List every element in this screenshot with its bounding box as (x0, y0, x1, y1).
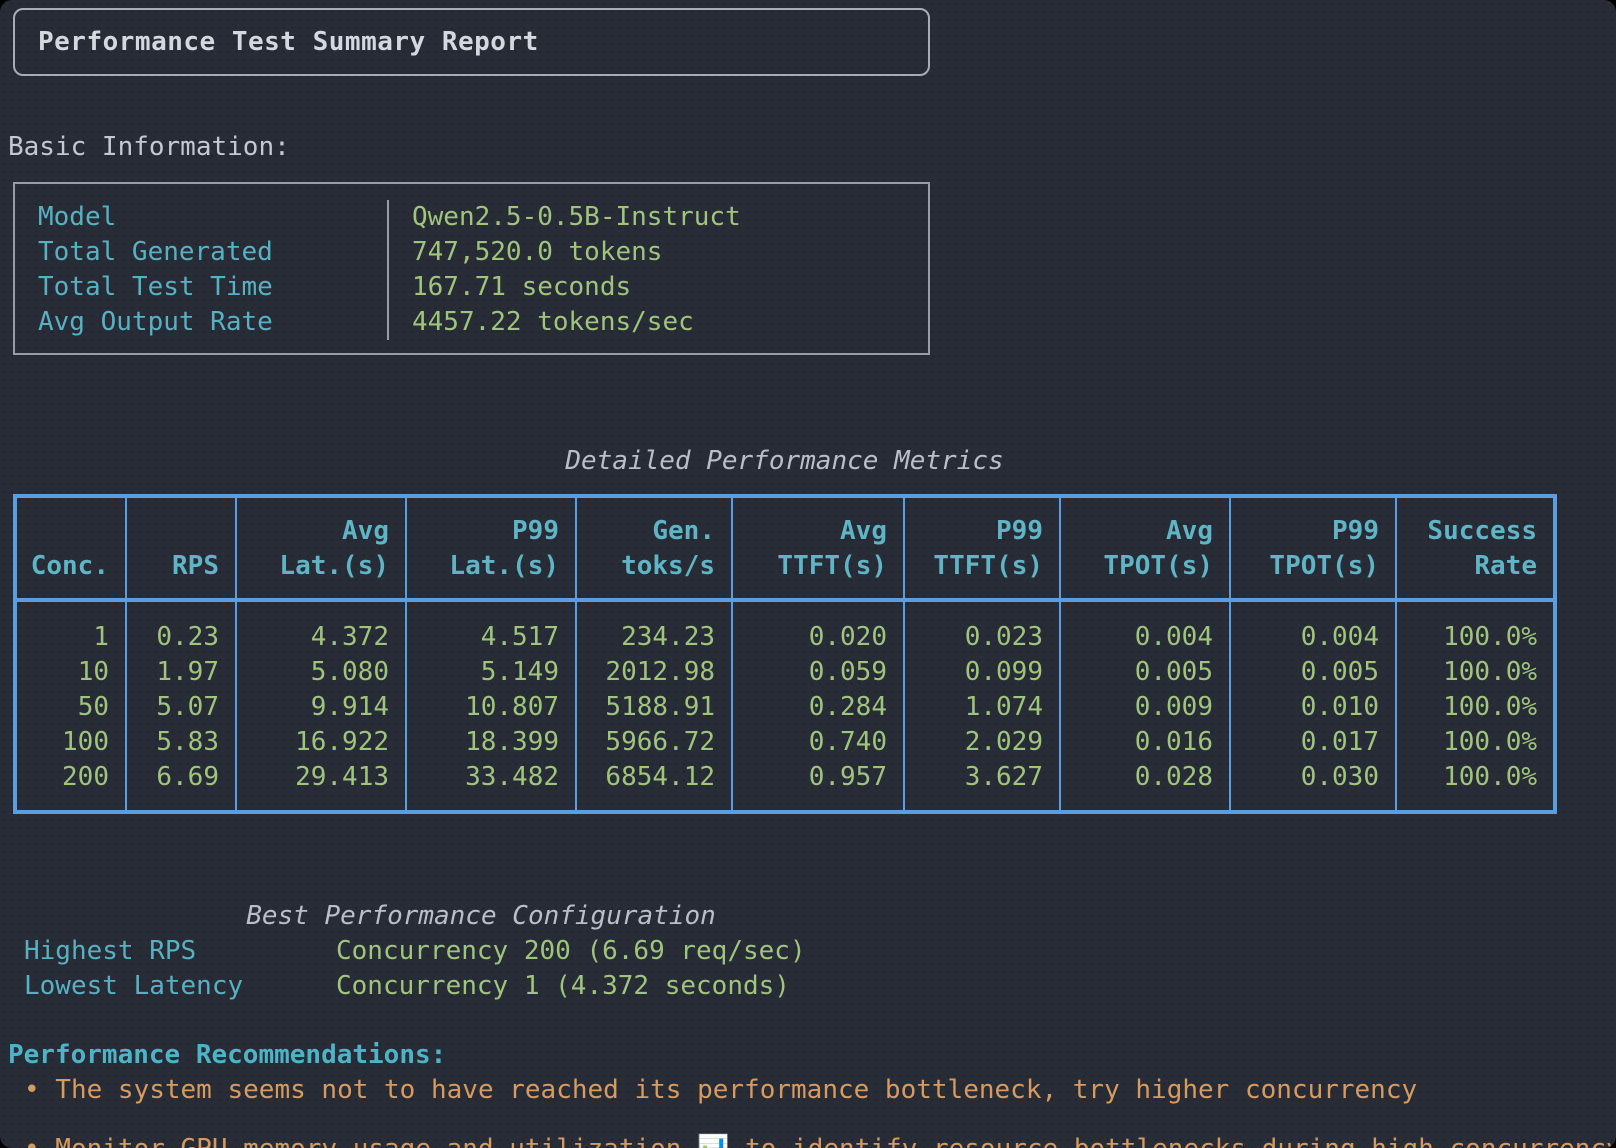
basic-info-row: Total Generated 747,520.0 tokens (15, 235, 928, 270)
recommendations-heading: Performance Recommendations: (8, 1040, 447, 1070)
metrics-data-cell: 50 (77, 692, 109, 722)
metrics-data-cell: 5.07 (125, 690, 236, 725)
basic-info-value: Qwen2.5-0.5B-Instruct (387, 200, 928, 235)
metrics-data-cell: 2012.98 (575, 655, 732, 690)
metrics-data-row: 10 1.97 5.080 5.149 2012.98 0.059 0.099 0.005 0.… (15, 655, 1555, 690)
metrics-data-cell: 1.97 (125, 655, 236, 690)
metrics-data-cell: 16.922 (235, 725, 406, 760)
metrics-data-cell: 0.005 (1229, 655, 1396, 690)
metrics-data-cell: 5966.72 (575, 725, 732, 760)
metrics-data-row: 1 0.23 4.372 4.517 234.23 0.020 0.023 0.004 0.00… (15, 600, 1555, 655)
basic-info-label: Model (38, 202, 117, 232)
metrics-header-cell: P99 TPOT(s) (1229, 496, 1396, 602)
metrics-data-cell: 100.0% (1395, 760, 1555, 812)
metrics-data-cell: 5.83 (125, 725, 236, 760)
report-title: Performance Test Summary Report (38, 27, 539, 57)
metrics-header-cell: Gen. toks/s (575, 496, 732, 602)
metrics-data-cell: 0.030 (1229, 760, 1396, 812)
metrics-data-cell: 18.399 (405, 725, 576, 760)
metrics-data-cell: 5.080 (235, 655, 406, 690)
basic-info-value: 167.71 seconds (387, 270, 928, 305)
metrics-header-cell: Avg TTFT(s) (731, 496, 904, 602)
metrics-data-cell: 6.69 (125, 760, 236, 812)
basic-info-label: Avg Output Rate (38, 307, 273, 337)
basic-info-row: Model Qwen2.5-0.5B-Instruct (15, 200, 928, 235)
metrics-data-cell: 1.074 (903, 690, 1060, 725)
best-config-row-highest-rps: Highest RPS Concurrency 200 (6.69 req/se… (0, 934, 1000, 969)
basic-info-row: Avg Output Rate 4457.22 tokens/sec (15, 305, 928, 340)
metrics-data-cell: 4.372 (235, 600, 406, 655)
metrics-data-cell: 100.0% (1395, 655, 1555, 690)
metrics-data-cell: 10.807 (405, 690, 576, 725)
metrics-data-cell: 0.059 (731, 655, 904, 690)
basic-info-heading: Basic Information: (8, 132, 290, 162)
metrics-data-cell: 100.0% (1395, 725, 1555, 760)
basic-info-label: Total Test Time (38, 272, 273, 302)
metrics-data-cell: 0.005 (1059, 655, 1230, 690)
metrics-data-cell: 3.627 (903, 760, 1060, 812)
metrics-data-cell: 0.017 (1229, 725, 1396, 760)
metrics-data-cell: 0.020 (731, 600, 904, 655)
best-config-value: Concurrency 200 (6.69 req/sec) (336, 936, 806, 966)
metrics-data-cell: 0.010 (1229, 690, 1396, 725)
metrics-header-cell: P99 Lat.(s) (405, 496, 576, 602)
metrics-data-cell: 2.029 (903, 725, 1060, 760)
metrics-data-cell: 0.284 (731, 690, 904, 725)
metrics-data-cell: 29.413 (235, 760, 406, 812)
metrics-table: Conc. RPS Avg Lat.(s) P99 Lat.(s) Gen. toks/s A… (13, 494, 1557, 814)
metrics-header-cell: RPS (125, 496, 236, 602)
metrics-data-cell: 0.004 (1059, 600, 1230, 655)
metrics-data-cell: 4.517 (405, 600, 576, 655)
metrics-data-cell: 0.004 (1229, 600, 1396, 655)
best-config-value: Concurrency 1 (4.372 seconds) (336, 971, 790, 1001)
metrics-data-cell: 10 (77, 657, 109, 687)
clipped-terminal-line: • Monitor GPU memory usage and utilizati… (24, 1132, 1616, 1148)
best-config-label: Highest RPS (24, 936, 197, 966)
basic-info-value: 747,520.0 tokens (387, 235, 928, 270)
metrics-header-cell: P99 TTFT(s) (903, 496, 1060, 602)
best-config-label: Lowest Latency (24, 971, 244, 1001)
report-title-panel: Performance Test Summary Report (13, 8, 930, 76)
metrics-data-cell: 5188.91 (575, 690, 732, 725)
metrics-data-cell: 0.009 (1059, 690, 1230, 725)
metrics-data-cell: 0.028 (1059, 760, 1230, 812)
metrics-data-cell: 33.482 (405, 760, 576, 812)
metrics-data-cell: 0.23 (125, 600, 236, 655)
metrics-data-cell: 0.023 (903, 600, 1060, 655)
metrics-data-cell: 100.0% (1395, 690, 1555, 725)
metrics-data-row: 50 5.07 9.914 10.807 5188.91 0.284 1.074 0.009 0… (15, 690, 1555, 725)
metrics-data-cell: 6854.12 (575, 760, 732, 812)
metrics-header-cell: Success Rate (1395, 496, 1555, 602)
basic-info-label: Total Generated (38, 237, 273, 267)
metrics-data-row: 100 5.83 16.922 18.399 5966.72 0.740 2.029 0.01… (15, 725, 1555, 760)
metrics-header-cell: Avg TPOT(s) (1059, 496, 1230, 602)
metrics-data-cell: 1 (93, 622, 109, 652)
metrics-data-cell: 5.149 (405, 655, 576, 690)
metrics-header-row: Conc. RPS Avg Lat.(s) P99 Lat.(s) Gen. toks/s A… (15, 496, 1555, 602)
metrics-data-cell: 234.23 (575, 600, 732, 655)
metrics-data-cell: 9.914 (235, 690, 406, 725)
basic-info-value: 4457.22 tokens/sec (387, 305, 928, 340)
basic-info-row: Total Test Time 167.71 seconds (15, 270, 928, 305)
metrics-data-cell: 100 (62, 727, 109, 757)
metrics-data-cell: 200 (62, 762, 109, 792)
metrics-data-cell: 100.0% (1395, 600, 1555, 655)
metrics-data-cell: 0.740 (731, 725, 904, 760)
metrics-header-cell: Conc. (15, 496, 126, 602)
metrics-data-cell: 0.016 (1059, 725, 1230, 760)
metrics-data-cell: 0.957 (731, 760, 904, 812)
metrics-data-cell: 0.099 (903, 655, 1060, 690)
metrics-table-title: Detailed Performance Metrics (565, 446, 1004, 476)
recommendation-item: • The system seems not to have reached i… (24, 1075, 1418, 1105)
best-config-title: Best Performance Configuration (246, 901, 716, 931)
basic-info-table: Model Qwen2.5-0.5B-Instruct Total Generate… (13, 182, 930, 355)
best-config-row-lowest-latency: Lowest Latency Concurrency 1 (4.372 seco… (0, 969, 1000, 1004)
metrics-header-cell: Avg Lat.(s) (235, 496, 406, 602)
metrics-data-row: 200 6.69 29.413 33.482 6854.12 0.957 3.627 0.02… (15, 760, 1555, 812)
